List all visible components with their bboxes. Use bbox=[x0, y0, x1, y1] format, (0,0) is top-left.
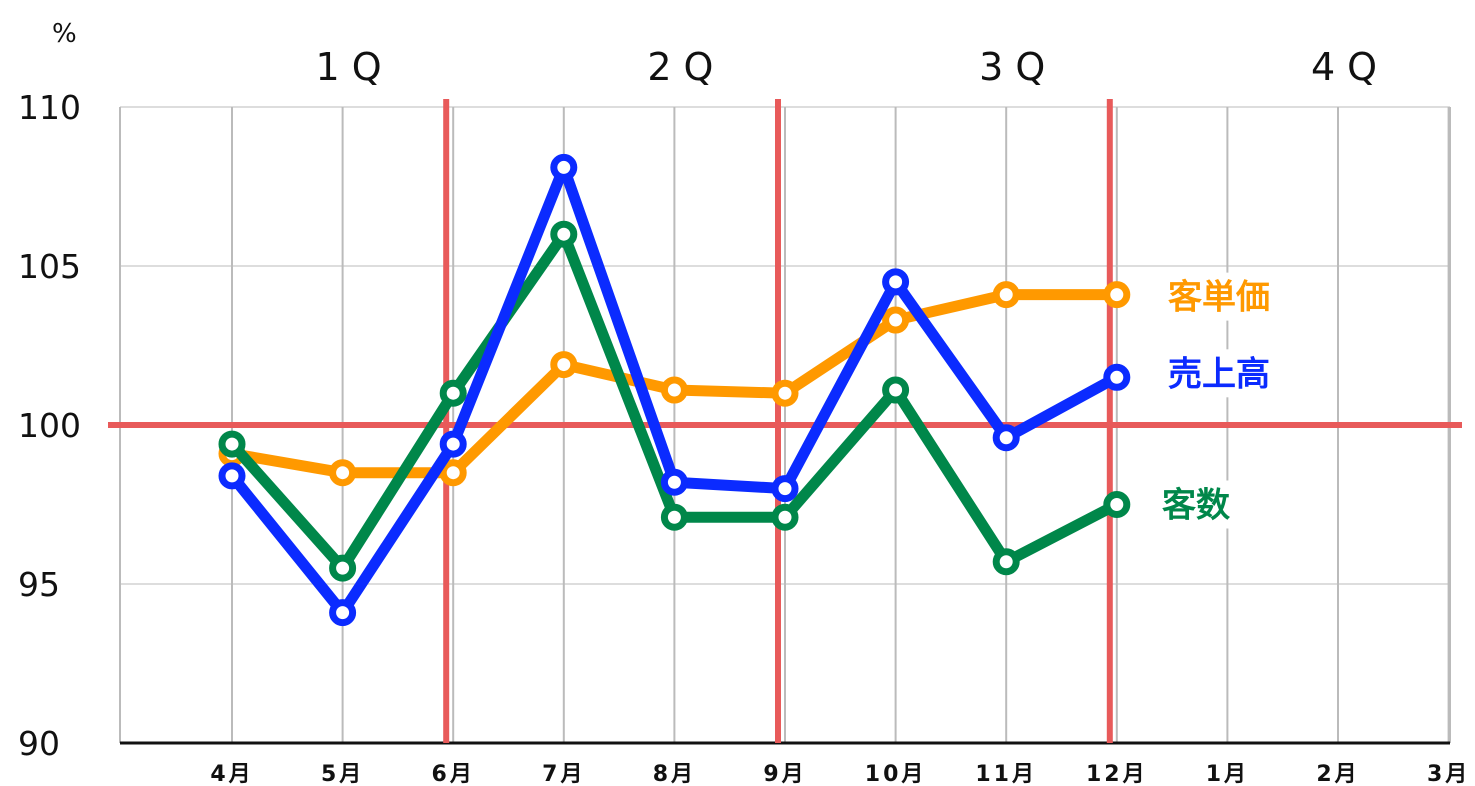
x-tick-label: 2月 bbox=[1316, 762, 1359, 786]
series-point bbox=[882, 268, 910, 296]
y-tick-label: 90 bbox=[18, 724, 60, 763]
series-point bbox=[439, 459, 467, 487]
series-label: 売上高 bbox=[1168, 354, 1270, 394]
y-tick-label: 105 bbox=[18, 247, 81, 286]
quarter-label: 2Q bbox=[647, 45, 725, 89]
text-layer: 90 95 100 105 110% 4月 5月 6月 7月 8月 9月 10月 11月 12月 1月 2月 3… bbox=[18, 19, 1470, 786]
series-point bbox=[1103, 281, 1131, 309]
series-label-bg bbox=[1160, 272, 1302, 321]
series-point bbox=[660, 503, 688, 531]
series-point bbox=[1103, 363, 1131, 391]
y-tick-label: 100 bbox=[18, 406, 81, 445]
series-point bbox=[329, 459, 357, 487]
series-point bbox=[660, 468, 688, 496]
x-tick-label: 1月 bbox=[1206, 762, 1249, 786]
y-tick-label: 110 bbox=[18, 88, 81, 127]
series-point bbox=[1103, 491, 1131, 518]
series-point bbox=[992, 424, 1020, 452]
series-point bbox=[329, 599, 357, 627]
x-tick-label: 5月 bbox=[321, 762, 364, 786]
series-label-bg bbox=[1154, 480, 1232, 529]
series-point bbox=[882, 306, 910, 334]
series-point bbox=[771, 475, 799, 503]
series-point bbox=[550, 153, 578, 181]
y-tick-label: 95 bbox=[18, 565, 60, 604]
series-point bbox=[992, 548, 1020, 576]
series-point bbox=[439, 379, 467, 407]
series-point bbox=[771, 503, 799, 531]
x-tick-label: 10月 bbox=[865, 762, 927, 786]
series-layer bbox=[218, 153, 1131, 627]
series-label: 客数 bbox=[1162, 486, 1230, 526]
series-point bbox=[992, 281, 1020, 309]
x-tick-label: 9月 bbox=[763, 762, 806, 786]
x-tick-label: 12月 bbox=[1086, 762, 1148, 786]
quarter-label: 4Q bbox=[1311, 45, 1389, 89]
x-tick-label: 6月 bbox=[432, 762, 475, 786]
series-point bbox=[218, 462, 246, 490]
x-tick-label: 11月 bbox=[975, 762, 1037, 786]
series-point bbox=[439, 430, 467, 458]
quarter-divider-layer bbox=[108, 99, 1462, 743]
series-point bbox=[329, 554, 357, 582]
x-tick-label: 8月 bbox=[653, 762, 696, 786]
x-tick-label: 7月 bbox=[542, 762, 585, 786]
series-label: 客単価 bbox=[1168, 278, 1270, 318]
series-point bbox=[882, 376, 910, 404]
x-tick-label: 4月 bbox=[210, 762, 253, 786]
series-point bbox=[550, 220, 578, 248]
series-point bbox=[550, 351, 578, 379]
series-point bbox=[218, 430, 246, 458]
y-unit-label: % bbox=[52, 19, 77, 49]
x-tick-label: 3月 bbox=[1427, 762, 1470, 786]
series-point bbox=[771, 379, 799, 407]
quarter-label: 1Q bbox=[316, 45, 394, 89]
series-label-bg bbox=[1160, 349, 1302, 398]
series-point bbox=[660, 376, 688, 404]
quarter-label: 3Q bbox=[979, 45, 1057, 89]
